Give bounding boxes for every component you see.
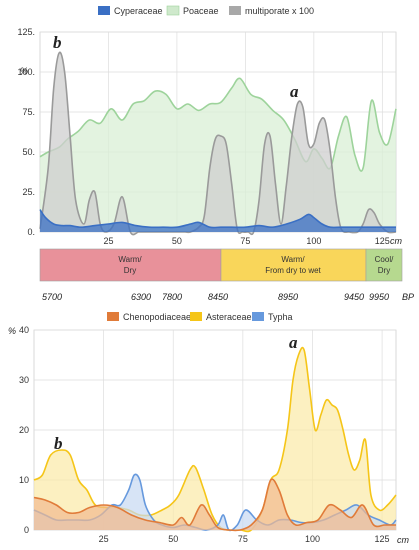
legend-label: Poaceae xyxy=(183,6,219,16)
y-axis-label: % xyxy=(8,326,16,336)
series-line-poaceae xyxy=(39,77,397,172)
series-group xyxy=(33,346,397,533)
bp-unit: BP xyxy=(402,292,414,302)
climate-zone-warm-dry: Warm/ Dry xyxy=(39,248,222,282)
legend-swatch xyxy=(166,5,180,16)
x-tick-label: 25 xyxy=(99,534,109,544)
bp-axis: 5700 6300 7800 8450 8950 9450 9950 BP xyxy=(42,292,414,302)
zone-label: Dry xyxy=(378,266,390,275)
series-line-cyperaceae xyxy=(39,209,397,229)
zone-label: From dry to wet xyxy=(265,266,321,275)
annotation-a: a xyxy=(290,82,299,101)
x-axis-unit: cm xyxy=(390,236,403,246)
y-tick-label: 100. xyxy=(17,67,35,77)
series-area-chenopodiaceae xyxy=(34,479,396,531)
zone-fill xyxy=(220,248,367,282)
legend-item-cyperaceae: Cyperaceae xyxy=(98,6,163,16)
x-tick-label: 100 xyxy=(305,534,320,544)
legend: Chenopodiaceae Asteraceae Typha xyxy=(107,312,293,322)
y-tick-label: 25. xyxy=(22,187,35,197)
y-tick-label: 10 xyxy=(19,475,29,485)
legend: Cyperaceae Poaceae multiporate x 100 xyxy=(98,5,314,16)
bp-label: 9450 xyxy=(344,292,364,302)
legend-item-chenopodiaceae: Chenopodiaceae xyxy=(107,312,191,322)
x-tick-label: 125 xyxy=(375,236,390,246)
legend-item-typha: Typha xyxy=(252,312,293,322)
series-area-asteraceae xyxy=(34,347,396,532)
y-axis: 125. 100. 75. 50. 25. 0. xyxy=(17,27,35,237)
legend-swatch xyxy=(252,312,264,321)
y-tick-label: 50. xyxy=(22,147,35,157)
series-line-chenopodiaceae xyxy=(33,478,396,532)
legend-label: Typha xyxy=(268,312,293,322)
x-axis: 25 50 75 100 125 xyxy=(103,236,389,246)
y-axis: 40 30 20 10 0 xyxy=(19,325,29,535)
zone-label: Warm/ xyxy=(281,255,305,264)
bp-label: 9950 xyxy=(369,292,389,302)
y-tick-label: 20 xyxy=(19,425,29,435)
bp-label: 5700 xyxy=(42,292,62,302)
y-tick-label: 30 xyxy=(19,375,29,385)
bp-label: 8450 xyxy=(208,292,228,302)
annotation-b: b xyxy=(54,434,63,453)
x-axis-unit: cm xyxy=(397,535,410,545)
y-tick-label: 0. xyxy=(27,227,35,237)
x-tick-label: 75 xyxy=(238,534,248,544)
legend-label: multiporate x 100 xyxy=(245,6,314,16)
x-tick-label: 125 xyxy=(375,534,390,544)
y-tick-label: 75. xyxy=(22,107,35,117)
zone-label: Warm/ xyxy=(118,255,142,264)
series-line-multiporate-x-100 xyxy=(39,51,397,236)
bp-label: 8950 xyxy=(278,292,298,302)
climate-zone-warm-dry-to-wet: Warm/ From dry to wet xyxy=(220,248,367,282)
x-tick-label: 100 xyxy=(306,236,321,246)
legend-item-asteraceae: Asteraceae xyxy=(190,312,252,322)
pollen-chart-top: 125.100.75.50.25.0. 25 50 75 100 125 % cm b … xyxy=(17,5,414,302)
x-axis: 25 50 75 100 125 xyxy=(99,534,390,544)
legend-item-multiporate: multiporate x 100 xyxy=(229,6,314,16)
x-tick-label: 75 xyxy=(240,236,250,246)
zone-label: Dry xyxy=(124,266,136,275)
x-tick-label: 50 xyxy=(172,236,182,246)
x-tick-label: 50 xyxy=(168,534,178,544)
climate-zone-cool-dry: Cool/ Dry xyxy=(365,248,403,282)
zone-fill xyxy=(39,248,222,282)
x-tick-label: 25 xyxy=(103,236,113,246)
zone-label: Cool/ xyxy=(375,255,394,264)
bp-label: 6300 xyxy=(131,292,151,302)
bp-label: 7800 xyxy=(162,292,182,302)
legend-label: Cyperaceae xyxy=(114,6,163,16)
legend-swatch xyxy=(229,6,241,15)
zone-fill xyxy=(365,248,403,282)
annotation-a: a xyxy=(289,333,298,352)
annotation-b: b xyxy=(53,33,62,52)
series-group xyxy=(39,51,397,236)
y-tick-label: 125. xyxy=(17,27,35,37)
y-tick-label: 40 xyxy=(19,325,29,335)
climate-bar: Warm/ Dry Warm/ From dry to wet Cool/ Dr… xyxy=(39,248,403,282)
series-area-multiporate-x-100 xyxy=(40,52,396,235)
legend-label: Chenopodiaceae xyxy=(123,312,191,322)
legend-label: Asteraceae xyxy=(206,312,252,322)
y-tick-label: 0 xyxy=(24,525,29,535)
legend-swatch xyxy=(190,312,202,321)
legend-swatch xyxy=(107,312,119,321)
y-axis-label: % xyxy=(20,66,28,76)
legend-item-poaceae: Poaceae xyxy=(166,5,219,16)
legend-swatch xyxy=(98,6,110,15)
